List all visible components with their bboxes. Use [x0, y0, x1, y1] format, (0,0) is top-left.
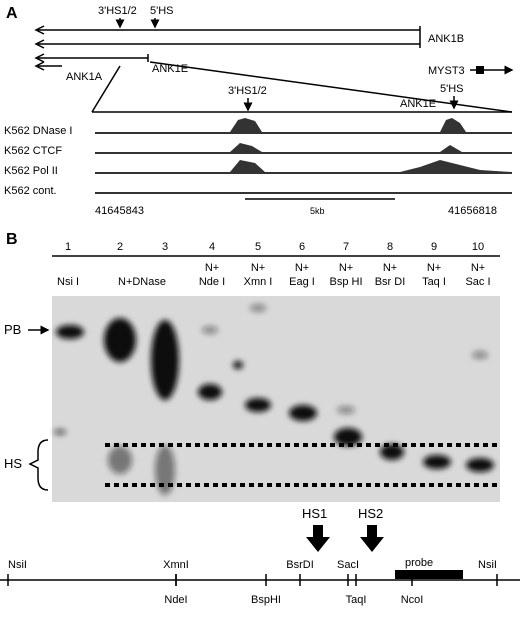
lane-number: 3	[162, 241, 168, 253]
lane-label: N+	[295, 262, 309, 274]
coordinate: 41645843	[95, 205, 144, 217]
lane-label: Sac I	[465, 276, 490, 288]
track-label: K562 cont.	[4, 185, 57, 197]
lane-label: Xmn I	[244, 276, 273, 288]
site-label: NsiI	[478, 559, 497, 571]
panel-label: A	[6, 5, 18, 22]
lane-number: 7	[343, 241, 349, 253]
tracks	[95, 118, 512, 194]
lane-number: 1	[65, 241, 71, 253]
label: MYST3	[428, 65, 465, 77]
label: PB	[4, 322, 21, 337]
lane-number: 8	[387, 241, 393, 253]
coordinate: 41656818	[448, 205, 497, 217]
site-label: NcoI	[401, 594, 424, 606]
lane-number: 5	[255, 241, 261, 253]
label: HS1	[302, 506, 327, 521]
arrow	[306, 525, 330, 552]
label: ANK1E	[400, 98, 436, 110]
label: ANK1A	[66, 71, 103, 83]
probe-box	[395, 570, 463, 579]
site-label: NsiI	[8, 559, 27, 571]
bands	[54, 304, 494, 495]
lane-label: Bsr DI	[375, 276, 406, 288]
label: HS2	[358, 506, 383, 521]
track-label: K562 Pol II	[4, 165, 58, 177]
lane-label: N+	[205, 262, 219, 274]
site-label: BspHI	[251, 594, 281, 606]
label: 5'HS	[440, 83, 464, 95]
label: 5'HS	[150, 5, 174, 17]
track-label: K562 CTCF	[4, 145, 62, 157]
lane-number: 6	[299, 241, 305, 253]
site-label: SacI	[337, 559, 359, 571]
lane-label: N+	[427, 262, 441, 274]
lane-label: N+	[383, 262, 397, 274]
site-label: XmnI	[163, 559, 189, 571]
lane-label: Nde I	[199, 276, 225, 288]
lane-number: 10	[472, 241, 484, 253]
site-label: BsrDI	[286, 559, 314, 571]
track-label: K562 DNase I	[4, 125, 72, 137]
brace	[28, 439, 49, 491]
lane-label: N+	[251, 262, 265, 274]
label: ANK1E	[152, 63, 188, 75]
label: HS	[4, 456, 22, 471]
lane-number: 9	[431, 241, 437, 253]
lane-label: N+	[339, 262, 353, 274]
label: ANK1B	[428, 33, 464, 45]
lane-label: Taq I	[422, 276, 446, 288]
label: 3'HS1/2	[98, 5, 137, 17]
lane-label: N+	[471, 262, 485, 274]
lane-label: Bsp HI	[329, 276, 362, 288]
lane-label: Eag I	[289, 276, 315, 288]
lane-label: Nsi I	[57, 276, 79, 288]
site-label: TaqI	[346, 594, 367, 606]
lane-label: N+DNase	[118, 276, 166, 288]
lane-number: 2	[117, 241, 123, 253]
label: 3'HS1/2	[228, 85, 267, 97]
scale-label: 5kb	[310, 206, 325, 216]
arrow	[360, 525, 384, 552]
panel-label: B	[6, 231, 18, 248]
site-label: NdeI	[164, 594, 187, 606]
label: probe	[405, 557, 433, 569]
lane-number: 4	[209, 241, 215, 253]
